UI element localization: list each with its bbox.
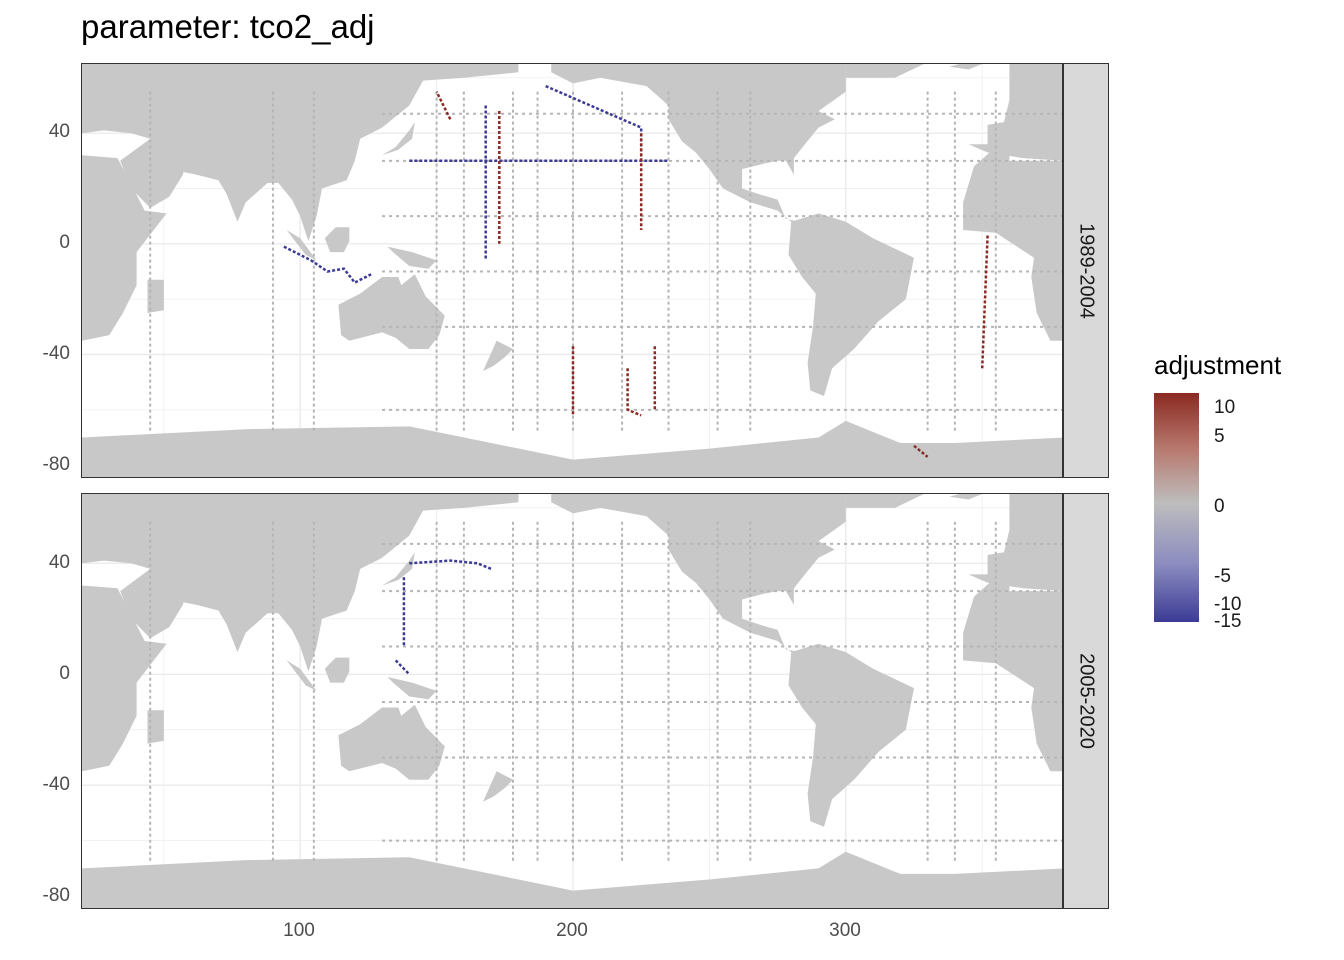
adjustment-track <box>283 245 372 285</box>
facet-label-2005-2020: 2005-2020 <box>1075 653 1098 749</box>
adjustment-tracks <box>394 559 492 676</box>
land-mass <box>382 122 415 156</box>
plot-title: parameter: tco2_adj <box>81 8 375 45</box>
legend-tick: 10 <box>1214 397 1236 418</box>
y-tick-label: 0 <box>59 663 70 684</box>
land-mass <box>324 227 350 253</box>
x-tick-label: 100 <box>283 920 315 941</box>
land-mass <box>338 274 445 349</box>
land-mass <box>147 710 164 744</box>
adjustment-track <box>435 91 452 120</box>
adjustment-tracks <box>283 84 989 458</box>
land-mass <box>551 64 846 222</box>
land-mass <box>387 246 437 269</box>
land-mass <box>82 420 1062 477</box>
land-mass <box>82 585 167 772</box>
adjustment-track <box>980 235 989 369</box>
observation-tracks <box>149 521 1062 863</box>
land-mass <box>963 147 1062 341</box>
adjustment-track <box>409 559 492 571</box>
facet-panel-1989-2004 <box>81 63 1063 478</box>
land-mass <box>949 494 983 500</box>
land-mass <box>483 340 513 372</box>
x-tick-label: 300 <box>829 920 861 941</box>
land-mass <box>968 494 1062 591</box>
land-mass <box>82 494 519 672</box>
land-mass <box>324 657 350 683</box>
y-tick-label: -40 <box>42 774 70 795</box>
y-tick-label: 40 <box>48 121 70 142</box>
legend-colorbar <box>1154 393 1199 622</box>
facet-panel-2005-2020 <box>81 493 1063 909</box>
legend-tick: -10 <box>1214 594 1242 615</box>
land-masses <box>82 64 1062 477</box>
land-masses <box>82 494 1062 908</box>
facet-label-1989-2004: 1989-2004 <box>1075 222 1098 319</box>
land-mass <box>845 64 924 78</box>
facet-strip-1989-2004: 1989-2004 <box>1063 63 1109 478</box>
legend-tick: 5 <box>1214 426 1225 447</box>
adjustment-track <box>913 444 929 458</box>
map-2005-2020 <box>82 494 1062 908</box>
land-mass <box>382 552 415 586</box>
legend-title: adjustment <box>1154 350 1282 380</box>
land-mass <box>788 213 914 396</box>
adjustment-track <box>394 659 411 676</box>
land-mass <box>845 494 924 508</box>
y-tick-label: 40 <box>48 552 70 573</box>
land-mass <box>286 230 317 261</box>
y-tick-label: -40 <box>42 343 70 364</box>
land-mass <box>551 494 846 653</box>
adjustment-track <box>545 84 643 161</box>
land-mass <box>286 660 317 691</box>
land-mass <box>963 577 1062 772</box>
land-mass <box>483 771 513 802</box>
land-mass <box>387 677 437 700</box>
legend-tick: -5 <box>1214 566 1231 587</box>
land-mass <box>949 64 983 70</box>
land-mass <box>82 851 1062 908</box>
land-mass <box>82 64 519 242</box>
y-tick-label: -80 <box>42 454 70 475</box>
map-1989-2004 <box>82 64 1062 477</box>
land-mass <box>147 279 164 313</box>
land-mass <box>338 704 445 780</box>
x-tick-label: 200 <box>556 920 588 941</box>
land-mass <box>82 155 167 341</box>
y-tick-label: -80 <box>42 885 70 906</box>
legend-tick: -15 <box>1214 611 1242 632</box>
land-mass <box>968 64 1062 161</box>
legend-tick: 0 <box>1214 496 1225 517</box>
adjustment-track <box>626 368 642 417</box>
y-tick-label: 0 <box>59 232 70 253</box>
land-mass <box>788 643 914 827</box>
facet-strip-2005-2020: 2005-2020 <box>1063 493 1109 909</box>
